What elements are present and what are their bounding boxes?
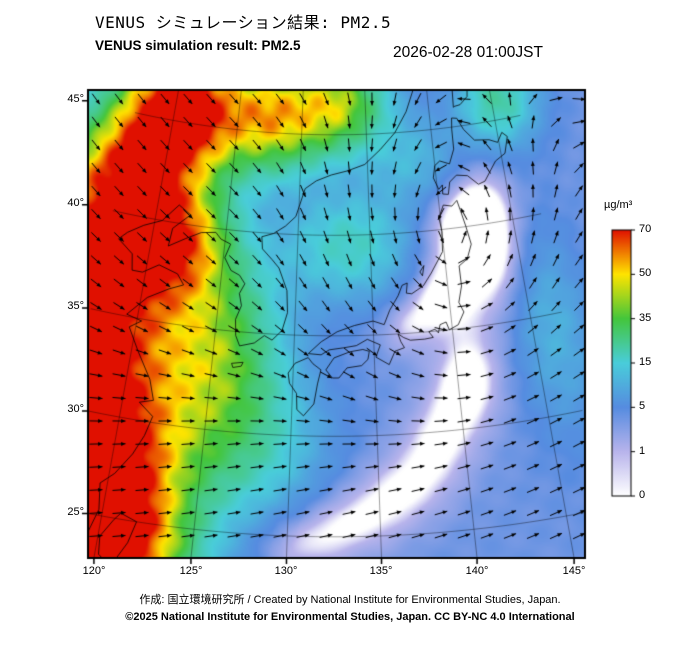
colorbar-tick-50: 50 (639, 267, 652, 279)
colorbar-tick-0: 0 (639, 489, 646, 501)
lon-tick-label-130: 130° (274, 565, 298, 577)
lat-tick-label-45: 45° (67, 93, 84, 105)
colorbar-tick-1: 1 (639, 445, 646, 457)
lat-tick-label-40: 40° (67, 197, 84, 209)
lon-tick-label-145: 145° (562, 565, 586, 577)
lat-tick-label-35: 35° (67, 300, 84, 312)
colorbar-tick-70: 70 (639, 223, 652, 235)
colorbar-tick-5: 5 (639, 400, 646, 412)
lat-tick-label-25: 25° (67, 506, 84, 518)
page-title-japanese: VENUS シミュレーション結果: PM2.5 (95, 13, 392, 32)
lat-tick-label-30: 30° (67, 403, 84, 415)
colorbar-tick-35: 35 (639, 312, 652, 324)
license-line: ©2025 National Institute for Environment… (125, 611, 575, 623)
credit-line: 作成: 国立環境研究所 / Created by National Instit… (139, 594, 561, 606)
lon-tick-label-120: 120° (82, 565, 106, 577)
forecast-timestamp: 2026-02-28 01:00JST (393, 44, 543, 61)
lon-tick-label-140: 140° (465, 565, 489, 577)
lon-tick-label-135: 135° (369, 565, 393, 577)
lon-tick-label-125: 125° (179, 565, 203, 577)
page-title-english: VENUS simulation result: PM2.5 (95, 38, 301, 53)
colorbar-unit-label: µg/m³ (604, 199, 633, 211)
colorbar-tick-15: 15 (639, 356, 652, 368)
